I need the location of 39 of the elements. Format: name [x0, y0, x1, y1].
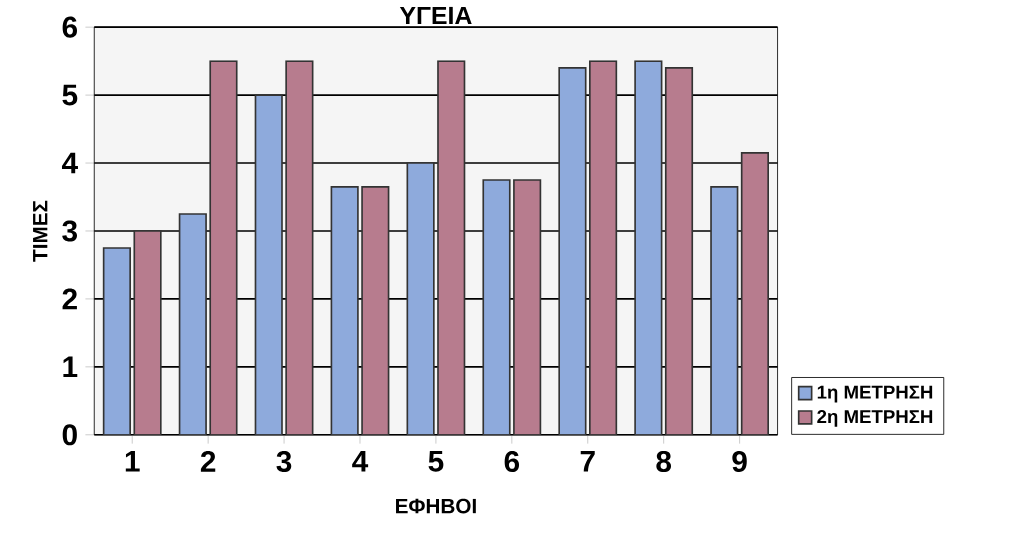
x-tick-label: 1 — [125, 450, 140, 472]
bar — [331, 186, 358, 435]
y-axis-title: ΤΙΜΕΣ — [33, 200, 48, 262]
y-tick-label: 2 — [62, 288, 77, 310]
chart-title: ΥΓΕΙΑ — [399, 6, 472, 25]
bar — [286, 61, 313, 435]
x-tick-label: 7 — [580, 450, 595, 472]
x-tick-label: 5 — [428, 450, 444, 472]
bar — [483, 180, 510, 435]
bar — [513, 180, 541, 435]
y-tick-label: 5 — [62, 84, 78, 106]
x-tick-label: 2 — [200, 451, 216, 472]
bar — [740, 152, 770, 435]
bar — [589, 61, 617, 435]
bar — [437, 61, 465, 435]
x-tick-label: 4 — [352, 450, 369, 472]
y-tick-label: 6 — [62, 16, 78, 38]
bar — [407, 163, 434, 435]
x-tick-label: 6 — [504, 451, 520, 473]
bar — [665, 67, 693, 435]
bar — [362, 186, 389, 435]
y-tick-label: 4 — [61, 152, 78, 174]
y-tick-label: 3 — [62, 220, 78, 242]
x-tick-label: 3 — [276, 451, 292, 473]
bar — [179, 214, 207, 435]
bar — [710, 186, 739, 435]
bar — [103, 248, 131, 435]
x-axis-title: ΕΦΗΒΟΙ — [396, 498, 476, 514]
legend-label: 1η ΜΕΤΡΗΣΗ — [817, 385, 933, 403]
bar — [210, 61, 237, 435]
legend-label: 2η ΜΕΤΡΗΣΗ — [817, 410, 933, 427]
bar — [255, 95, 282, 435]
x-tick-label: 9 — [732, 451, 747, 473]
bar — [559, 67, 586, 435]
bar — [134, 231, 161, 435]
bar — [635, 61, 662, 435]
y-tick-label: 0 — [62, 424, 77, 446]
y-tick-label: 1 — [63, 356, 78, 378]
x-tick-label: 8 — [656, 451, 672, 473]
